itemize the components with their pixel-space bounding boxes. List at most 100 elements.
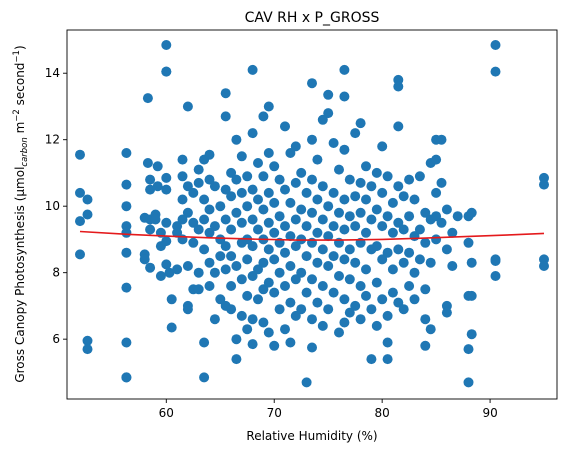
data-point — [307, 134, 317, 145]
data-point — [121, 372, 132, 383]
data-point — [420, 314, 431, 325]
data-point — [463, 377, 474, 388]
data-point — [226, 191, 237, 202]
data-point — [371, 167, 382, 178]
data-point — [75, 249, 85, 260]
data-point — [193, 284, 204, 295]
data-point — [420, 284, 431, 295]
data-point — [204, 227, 215, 238]
data-point — [361, 194, 371, 205]
data-points — [75, 40, 549, 388]
data-point — [344, 244, 355, 255]
data-point — [301, 221, 312, 232]
data-point — [387, 287, 398, 298]
x-tick-label: 70 — [267, 406, 282, 420]
data-point — [204, 281, 215, 291]
data-point — [231, 174, 242, 185]
data-point — [361, 161, 371, 172]
data-point — [236, 217, 247, 228]
data-point — [220, 88, 231, 99]
data-point — [161, 40, 172, 50]
data-point — [193, 164, 204, 175]
data-point — [145, 184, 156, 195]
data-point — [328, 138, 339, 148]
data-point — [350, 257, 361, 268]
data-point — [409, 194, 420, 205]
data-point — [339, 91, 350, 102]
y-axis-ticks: 6 8 10 12 14 — [45, 66, 67, 346]
data-point — [425, 257, 436, 268]
data-point — [269, 287, 280, 298]
data-point — [436, 134, 447, 145]
data-point — [466, 290, 477, 301]
data-point — [377, 254, 388, 265]
y-label-mid2: second — [13, 63, 27, 110]
data-point — [350, 300, 361, 311]
data-point — [366, 304, 377, 315]
data-point — [382, 337, 393, 348]
data-point — [404, 211, 415, 222]
data-point — [242, 254, 253, 265]
data-point — [215, 234, 226, 245]
data-point — [393, 81, 404, 92]
data-point — [121, 201, 132, 212]
data-point — [334, 207, 344, 218]
data-point — [182, 207, 193, 218]
data-point — [182, 181, 193, 192]
y-label-subscript: carbon — [20, 137, 30, 166]
data-point — [387, 227, 398, 238]
data-point — [247, 214, 258, 225]
data-point — [247, 271, 258, 281]
data-point — [404, 247, 415, 258]
data-point — [269, 254, 280, 265]
data-point — [463, 237, 474, 248]
data-point — [242, 324, 253, 335]
data-point — [253, 194, 263, 205]
data-point — [290, 177, 301, 188]
data-point — [231, 207, 242, 218]
data-point — [339, 317, 350, 328]
data-point — [226, 251, 237, 262]
data-point — [344, 274, 355, 285]
data-point — [382, 354, 393, 365]
x-tick-label: 60 — [159, 406, 174, 420]
data-point — [166, 294, 177, 305]
data-point — [398, 224, 409, 235]
data-point — [121, 148, 132, 158]
data-point — [247, 64, 258, 75]
data-point — [371, 320, 382, 331]
data-point — [269, 161, 280, 172]
data-point — [269, 340, 280, 351]
data-point — [199, 244, 210, 255]
data-point — [161, 236, 172, 247]
data-point — [312, 297, 323, 308]
data-point — [142, 93, 153, 104]
data-point — [263, 187, 274, 198]
data-point — [355, 314, 366, 325]
data-point — [323, 304, 334, 315]
data-point — [220, 241, 231, 252]
data-point — [188, 237, 199, 248]
data-point — [274, 267, 285, 278]
data-point — [220, 214, 231, 225]
data-point — [334, 164, 344, 175]
data-point — [188, 187, 199, 198]
data-point — [215, 251, 226, 262]
data-point — [199, 214, 210, 225]
plot-frame — [66, 29, 558, 400]
data-point — [312, 227, 323, 238]
data-point — [231, 354, 242, 365]
data-point — [161, 172, 172, 183]
data-point — [317, 320, 328, 331]
data-point — [301, 251, 312, 262]
data-point — [209, 221, 220, 232]
data-point — [177, 171, 188, 182]
data-point — [355, 281, 366, 291]
data-point — [382, 211, 393, 222]
data-point — [377, 221, 388, 232]
data-point — [431, 154, 442, 165]
data-point — [285, 297, 296, 308]
data-point — [539, 261, 549, 271]
data-point — [355, 207, 366, 218]
data-point — [193, 177, 204, 188]
